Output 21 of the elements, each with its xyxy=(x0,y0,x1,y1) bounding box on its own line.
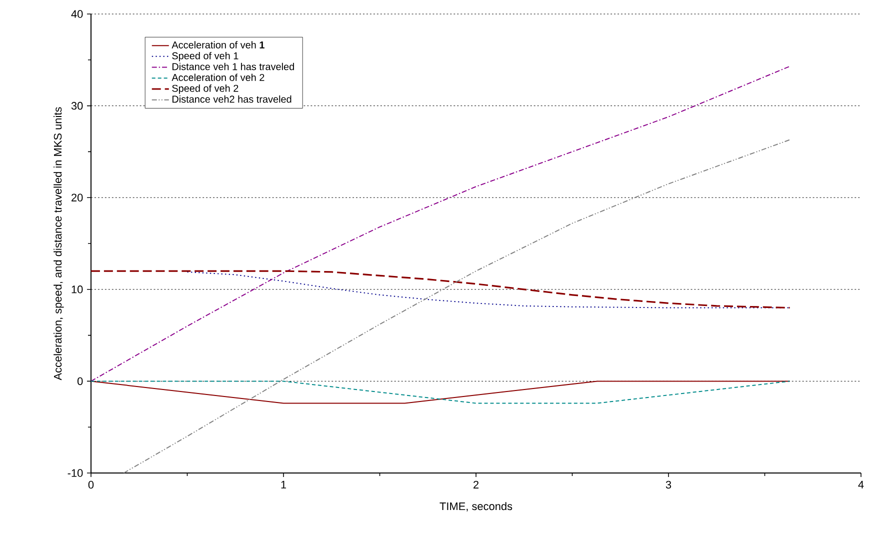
x-tick-label: 0 xyxy=(88,480,94,489)
legend-label: Distance veh2 has traveled xyxy=(172,95,292,103)
y-tick-label: 40 xyxy=(71,10,83,18)
y-tick-label: 10 xyxy=(72,286,83,294)
line-series xyxy=(123,139,790,473)
y-axis-title: Acceleration, speed, and distance travelled in MKS units xyxy=(54,107,64,380)
legend-label: Speed of veh 2 xyxy=(172,84,238,94)
x-tick-label: 1 xyxy=(281,480,286,488)
legend-label: Distance veh 1 has traveled xyxy=(172,62,294,70)
legend-label: Acceleration of veh 2 xyxy=(172,74,264,82)
x-axis-title: TIME, seconds xyxy=(440,502,512,512)
y-tick-label: -10 xyxy=(68,469,83,477)
legend-label: Acceleration of veh 1 xyxy=(172,41,264,48)
line-series xyxy=(186,271,790,308)
y-tick-label: 0 xyxy=(77,377,83,386)
x-tick-label: 3 xyxy=(666,480,672,489)
legend-label: Speed of veh 1 xyxy=(172,52,238,62)
y-tick-label: 30 xyxy=(71,102,83,110)
x-tick-label: 4 xyxy=(858,480,864,488)
y-tick-label: 20 xyxy=(72,194,83,202)
x-tick-label: 2 xyxy=(474,480,479,488)
